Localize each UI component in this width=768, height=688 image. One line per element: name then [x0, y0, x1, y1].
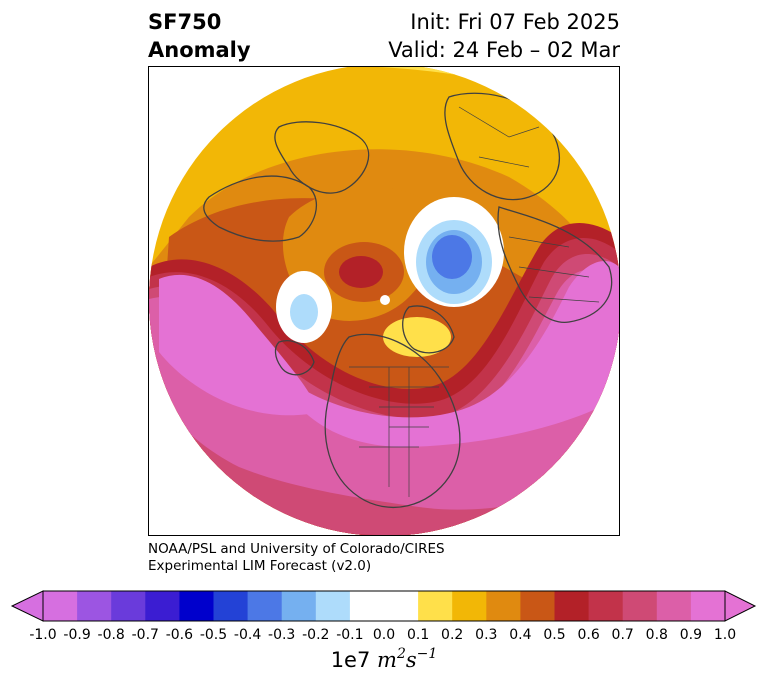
- anomaly-band-0.9-east: [299, 261, 619, 447]
- units-m-exp: 2: [396, 646, 406, 662]
- units-s-exp: −1: [416, 646, 438, 662]
- valid-range: Valid: 24 Feb – 02 Mar: [388, 38, 620, 62]
- colorbar-outline: [42, 590, 726, 622]
- colorbar-cell: [690, 591, 726, 621]
- colorbar-tick-label: 1.0: [713, 627, 737, 643]
- colorbar-tick-label: 0.8: [645, 627, 668, 643]
- coastline-africa-north: [497, 206, 613, 323]
- colorbar-extend-high: [724, 590, 757, 622]
- colorbar-cell: [622, 591, 658, 621]
- colorbar-tick-label: -0.7: [131, 627, 159, 643]
- border-states-vertical: [388, 367, 410, 497]
- units-s: s: [405, 648, 417, 672]
- colorbar-tick-label: 0.4: [509, 627, 532, 643]
- border-europe: [458, 106, 540, 168]
- colorbar-cell: [213, 591, 249, 621]
- coastline-north-america: [324, 333, 461, 509]
- credit-line-1: NOAA/PSL and University of Colorado/CIRE…: [148, 541, 445, 557]
- polar-light-band: [383, 317, 451, 357]
- colorbar-cell: [418, 591, 453, 621]
- colorbar-tick-label: -0.2: [302, 627, 330, 643]
- negative-band-0.4: [432, 235, 472, 279]
- anomaly-band-0.9-west: [159, 274, 319, 416]
- colorbar-cell: [520, 591, 555, 621]
- colorbar-tick-label: -0.8: [97, 627, 125, 643]
- anomaly-band-0.8: [149, 269, 619, 510]
- colorbar-cell: [554, 591, 590, 621]
- colorbar-tick-label: 0.3: [475, 627, 498, 643]
- colorbar-extend-low: [10, 590, 44, 622]
- coastline-far-east: [203, 175, 318, 242]
- colorbar-tick-label: -0.5: [199, 627, 228, 643]
- colorbar-tick-label: 0.1: [406, 627, 430, 643]
- coastline-greenland: [402, 305, 455, 354]
- colorbar-cell: [315, 591, 351, 621]
- colorbar-tick-label: -1.0: [29, 627, 57, 643]
- credit-line-2: Experimental LIM Forecast (v2.0): [148, 558, 372, 574]
- negative-region-west: [290, 294, 318, 330]
- colorbar-cell: [349, 591, 385, 621]
- colorbar-cell: [656, 591, 692, 621]
- map-panel: [148, 66, 620, 536]
- anomaly-title: Anomaly: [148, 38, 251, 62]
- title-left: SF750 Anomaly: [148, 8, 251, 64]
- colorbar-cell: [588, 591, 624, 621]
- colorbar-cell: [247, 591, 283, 621]
- borders: [349, 106, 600, 497]
- title-right: Init: Fri 07 Feb 2025 Valid: 24 Feb – 02…: [388, 8, 620, 64]
- init-date: Init: Fri 07 Feb 2025: [410, 10, 620, 34]
- colorbar-cell: [77, 591, 112, 621]
- colorbar-tick-label: -0.4: [233, 627, 262, 643]
- colorbar-tick-label: -0.9: [63, 627, 91, 643]
- colorbar-cell: [486, 591, 521, 621]
- anomaly-map: [149, 67, 619, 535]
- units-prefix: 1e7: [330, 648, 371, 672]
- colorbar-cell: [281, 591, 317, 621]
- border-states: [359, 386, 439, 448]
- credit-block: NOAA/PSL and University of Colorado/CIRE…: [148, 541, 445, 575]
- colorbar-cells: [43, 591, 726, 621]
- colorbar-tick-label: -0.6: [165, 627, 194, 643]
- colorbar-tick-label: 0.6: [577, 627, 600, 643]
- colorbar-cell: [384, 591, 419, 621]
- colorbar: [10, 590, 757, 622]
- coastline-siberia-north: [274, 121, 370, 194]
- colorbar-tick-label: 0.7: [611, 627, 634, 643]
- colorbar-tick-label: -0.3: [268, 627, 296, 643]
- north-pole-marker: [380, 295, 390, 305]
- colorbar-tick-label: 0.5: [543, 627, 566, 643]
- colorbar-tick-label: 0.2: [441, 627, 464, 643]
- colorbar-cell: [145, 591, 180, 621]
- colorbar-tick-label: 0.9: [679, 627, 703, 643]
- variable-title: SF750: [148, 10, 222, 34]
- colorbar-tick-label: -0.1: [336, 627, 364, 643]
- colorbar-tick-label: 0.0: [372, 627, 396, 643]
- colorbar-units: 1e7 m2s−1: [0, 646, 768, 672]
- units-m: m: [377, 648, 397, 672]
- border-asia-south: [508, 236, 600, 303]
- colorbar-cell: [111, 591, 146, 621]
- arctic-warm-peak: [339, 256, 383, 288]
- colorbar-cell: [179, 591, 214, 621]
- colorbar-cell: [452, 591, 487, 621]
- colorbar-cell: [43, 591, 78, 621]
- coastline-alaska: [274, 340, 315, 376]
